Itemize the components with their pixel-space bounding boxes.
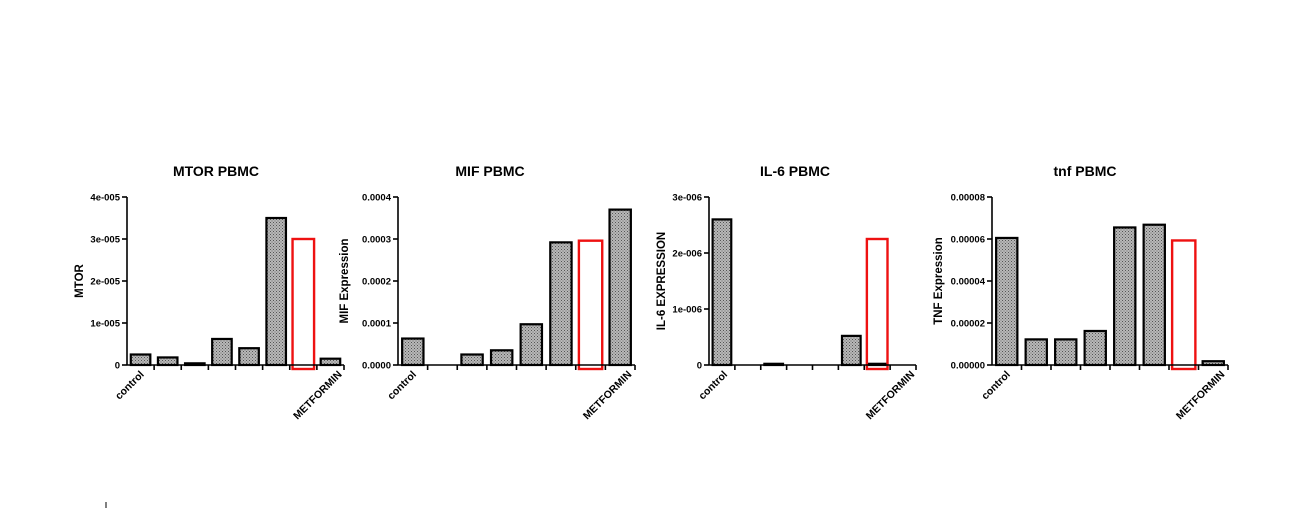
x-label-metformin: METFORMIN <box>581 369 634 422</box>
x-label-control: control <box>113 369 147 403</box>
y-tick-label: 0.0003 <box>362 235 391 246</box>
chart-tnf-pbmc: tnf PBMC TNF Expression 0.00000 0.00002 0.… <box>933 163 1229 422</box>
bar-0 <box>401 337 425 367</box>
y-axis-label: IL-6 EXPRESSION <box>656 232 668 330</box>
bar-0 <box>129 353 152 367</box>
bar-5 <box>1142 223 1166 367</box>
bar-2 <box>460 353 484 367</box>
y-tick-label: 0.00006 <box>951 235 985 246</box>
chart-mtor-pbmc: MTOR PBMC MTOR 0 1e-005 2e-005 3e-005 4e-005… <box>74 163 345 422</box>
chart-mif-pbmc: MIF PBMC MIF Expression 0.0000 0.0001 0.00… <box>339 163 636 422</box>
chart-title: IL-6 PBMC <box>760 163 830 179</box>
highlight-box <box>1170 239 1197 371</box>
y-tick-label: 0.00002 <box>951 319 985 330</box>
y-tick-label: 2e-005 <box>90 277 120 288</box>
y-tick-label: 3e-006 <box>672 193 702 204</box>
y-tick-label: 0.0001 <box>362 319 392 330</box>
highlight-box <box>577 239 604 371</box>
y-tick-label: 0.00000 <box>951 361 985 372</box>
bar-5 <box>840 334 862 367</box>
y-tick-label: 1e-006 <box>672 305 702 316</box>
bar-4 <box>519 323 544 367</box>
y-tick-label: 2e-006 <box>672 249 702 260</box>
bar-2 <box>1054 338 1078 367</box>
bar-4 <box>1113 226 1137 367</box>
chart-title: MIF PBMC <box>455 163 524 179</box>
bar-3 <box>489 349 514 367</box>
y-tick-label: 3e-005 <box>90 235 120 246</box>
x-label-control: control <box>979 369 1013 403</box>
y-axis-label: MTOR <box>74 263 86 297</box>
bar-0 <box>711 218 733 367</box>
y-axis-label: MIF Expression <box>339 239 351 324</box>
y-tick-label: 4e-005 <box>90 193 120 204</box>
bar-0 <box>995 236 1019 367</box>
bar-7 <box>319 357 342 367</box>
bar-1 <box>156 356 179 367</box>
highlight-box <box>291 237 316 371</box>
bar-5 <box>265 216 288 367</box>
y-tick-label: 1e-005 <box>90 319 120 330</box>
x-label-control: control <box>385 369 419 403</box>
bar-5 <box>549 241 573 367</box>
bar-7 <box>608 208 632 367</box>
highlight-box <box>865 237 889 371</box>
bar-4 <box>238 347 260 367</box>
y-tick-label: 0 <box>697 361 702 372</box>
y-tick-label: 0.0004 <box>362 193 392 204</box>
x-label-metformin: METFORMIN <box>864 369 917 422</box>
bar-3 <box>1083 329 1107 367</box>
chart-il6-pbmc: IL-6 PBMC IL-6 EXPRESSION 0 1e-006 2e-006 3… <box>656 163 917 422</box>
y-tick-label: 0.00004 <box>951 277 986 288</box>
y-tick-label: 0.0000 <box>362 361 391 372</box>
y-tick-label: 0 <box>115 361 120 372</box>
x-label-control: control <box>696 369 730 403</box>
bar-3 <box>211 337 233 367</box>
y-axis-label: TNF Expression <box>933 237 945 325</box>
y-tick-label: 0.0002 <box>362 277 391 288</box>
y-tick-label: 0.00008 <box>951 193 985 204</box>
x-label-metformin: METFORMIN <box>291 369 344 422</box>
bar-1 <box>1024 338 1048 367</box>
chart-title: tnf PBMC <box>1054 163 1117 179</box>
x-label-metformin: METFORMIN <box>1174 369 1227 422</box>
chart-title: MTOR PBMC <box>173 163 259 179</box>
